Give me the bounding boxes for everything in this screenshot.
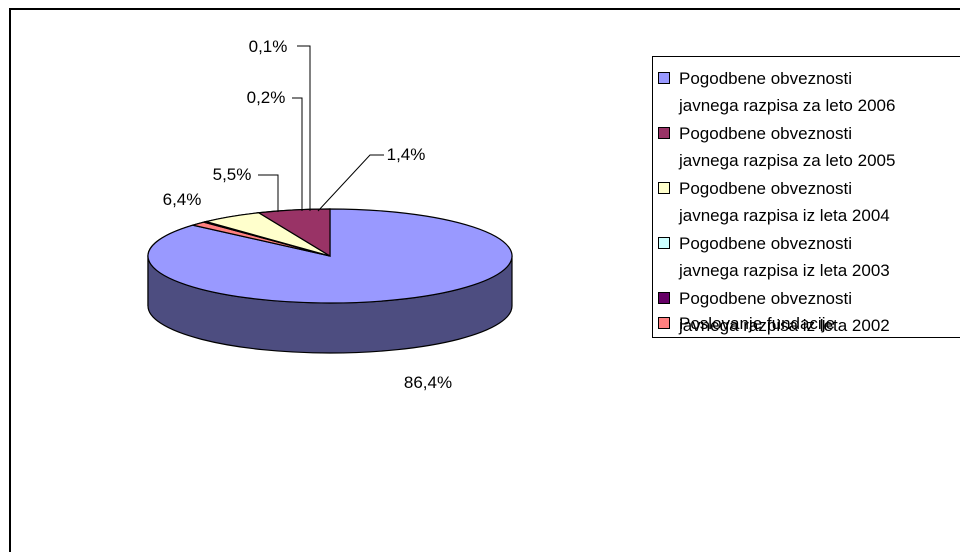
leader-line [317, 154, 384, 212]
pie-slice [256, 208, 331, 258]
legend-label-2006: Pogodbene obveznosti javnega razpisa za … [679, 69, 896, 115]
data-label: 0,2% [247, 88, 286, 107]
data-label: 5,5% [213, 165, 252, 184]
leader-line [258, 174, 279, 212]
legend-swatch-2002 [658, 292, 670, 304]
legend-swatch-2006 [658, 72, 670, 84]
data-label: 6,4% [163, 190, 202, 209]
legend-swatch-fundacija [658, 317, 670, 329]
data-label: 86,4% [404, 373, 452, 392]
legend-swatch-2005 [658, 127, 670, 139]
legend-label-2004: Pogodbene obveznosti javnega razpisa iz … [679, 179, 890, 225]
legend: Pogodbene obveznosti javnega razpisa za … [652, 56, 960, 338]
legend-label-2005: Pogodbene obveznosti javnega razpisa za … [679, 124, 896, 170]
leader-line [297, 45, 311, 211]
pie-top [147, 208, 513, 304]
data-label: 0,1% [249, 37, 288, 56]
legend-label-fundacija: Poslovanje fundacije [679, 314, 835, 333]
data-label: 1,4% [387, 145, 426, 164]
legend-swatch-2003 [658, 237, 670, 249]
legend-label-2003: Pogodbene obveznosti javnega razpisa iz … [679, 234, 890, 280]
legend-swatch-2004 [658, 182, 670, 194]
leader-line [292, 97, 303, 211]
chart-area [9, 8, 960, 552]
legend-label-2002: Pogodbene obveznosti javnega razpisa iz … [679, 289, 890, 335]
